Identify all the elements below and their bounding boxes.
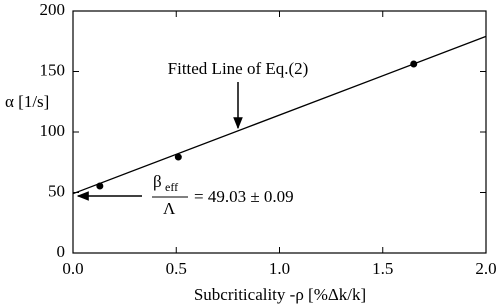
annotation: eff <box>165 180 178 194</box>
plot-frame <box>72 10 487 254</box>
x-tick-label: 0.5 <box>166 259 187 278</box>
y-tick-label: 0 <box>57 242 66 261</box>
x-tick-label: 1.5 <box>372 259 393 278</box>
x-tick-label: 1.0 <box>269 259 290 278</box>
x-tick-label: 2.0 <box>475 259 496 278</box>
data-point <box>174 153 182 161</box>
annotation: = 49.03 ± 0.09 <box>194 187 294 206</box>
x-axis-label: Subcriticality -ρ [%Δk/k] <box>194 285 366 304</box>
annotation: Fitted Line of Eq.(2) <box>168 59 309 78</box>
annotation: Λ <box>163 199 176 218</box>
y-tick-label: 100 <box>40 121 66 140</box>
x-tick-label: 0.0 <box>62 259 83 278</box>
annotation: β <box>153 172 162 191</box>
y-tick-label: 50 <box>48 181 65 200</box>
fitted-line <box>72 35 487 195</box>
y-tick-label: 200 <box>40 0 66 19</box>
y-tick-label: 150 <box>40 60 66 79</box>
y-axis-label: α [1/s] <box>5 92 49 111</box>
